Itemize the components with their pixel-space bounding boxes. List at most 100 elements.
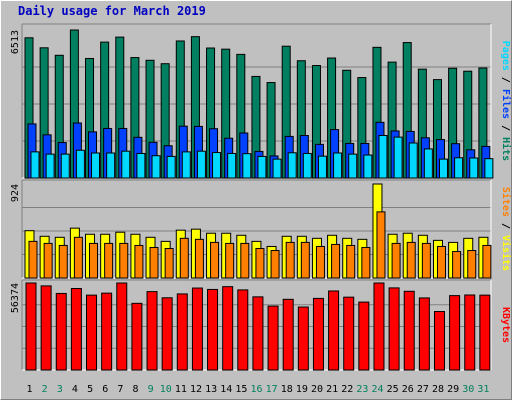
kbytes-bar [207, 288, 219, 371]
sites-bar [149, 246, 159, 279]
sites-bar [346, 244, 356, 279]
chart-bars [24, 29, 494, 371]
sites-bar [43, 242, 53, 279]
sites-bar [376, 211, 386, 279]
legend-separator: / [500, 71, 511, 89]
day-label: 30 [462, 384, 474, 395]
kbytes-bar [373, 282, 385, 371]
pages-bar [227, 152, 237, 179]
sites-bar [73, 236, 83, 279]
day-label: 28 [432, 384, 444, 395]
kbytes-bar [418, 297, 430, 371]
legend-files-label: Files [500, 89, 512, 119]
day-label: 10 [160, 384, 172, 395]
kbytes-bar [343, 296, 355, 371]
pages-bar [212, 152, 222, 179]
kbytes-bar [131, 302, 143, 371]
sites-bar [179, 237, 189, 279]
legend-separator: / [500, 119, 511, 137]
day-label: 5 [87, 384, 93, 395]
day-label: 4 [72, 384, 78, 395]
pages-bar [242, 153, 252, 179]
kbytes-bar [101, 292, 113, 371]
pages-bar [469, 157, 479, 179]
sites-bar [104, 242, 114, 279]
day-label: 11 [175, 384, 187, 395]
pages-bar [302, 152, 312, 179]
day-label: 14 [220, 384, 232, 395]
kbytes-bar [55, 292, 67, 371]
sites-bar [467, 250, 477, 279]
sites-bar [391, 242, 401, 279]
max-value-label: 56374 [10, 283, 21, 313]
legend-hits-panel: Pages / Files / Hits [500, 41, 512, 161]
pages-bar [348, 153, 358, 179]
sites-bar [255, 247, 265, 279]
kbytes-bar [312, 297, 324, 371]
day-label: 17 [266, 384, 278, 395]
max-value-label: 6513 [10, 30, 21, 54]
max-value-label: 924 [10, 184, 21, 202]
day-label: 26 [402, 384, 414, 395]
pages-bar [378, 135, 388, 179]
sites-bar [406, 241, 416, 279]
kbytes-bar [161, 297, 173, 371]
kbytes-bar [433, 311, 445, 371]
pages-bar [45, 153, 55, 179]
day-label: 6 [102, 384, 108, 395]
kbytes-bar [479, 294, 491, 371]
sites-bar [315, 245, 325, 279]
sites-bar [164, 247, 174, 279]
kbytes-bar [40, 285, 52, 371]
day-label: 1 [27, 384, 33, 395]
pages-bar [106, 152, 116, 179]
day-label: 2 [42, 384, 48, 395]
legend-sites-label: Sites [500, 187, 512, 217]
pages-bar [438, 158, 448, 179]
sites-bar [436, 245, 446, 279]
pages-bar [60, 153, 70, 179]
day-label: 23 [356, 384, 368, 395]
sites-bar [119, 242, 129, 279]
sites-bar [285, 241, 295, 279]
day-label: 12 [190, 384, 202, 395]
kbytes-bar [297, 306, 309, 371]
chart-title: Daily usage for March 2019 [18, 4, 206, 18]
pages-bar [91, 152, 101, 179]
pages-bar [287, 152, 297, 179]
day-label: 20 [311, 384, 323, 395]
kbytes-bar [237, 289, 249, 371]
legend-pages-label: Pages [500, 41, 511, 71]
day-label: 29 [447, 384, 459, 395]
sites-bar [194, 238, 204, 279]
sites-bar [28, 240, 38, 279]
sites-bar [58, 244, 68, 279]
pages-bar [196, 150, 206, 179]
kbytes-bar [328, 290, 340, 371]
kbytes-bar [70, 288, 82, 371]
legend-visits-label: Visits [500, 235, 512, 271]
sites-bar [134, 244, 144, 279]
day-label: 21 [326, 384, 338, 395]
day-label: 16 [250, 384, 262, 395]
pages-bar [75, 149, 85, 179]
sites-bar [89, 242, 99, 279]
day-label: 3 [57, 384, 63, 395]
pages-bar [423, 148, 433, 179]
pages-bar [363, 154, 373, 179]
pages-bar [151, 155, 161, 179]
kbytes-bar [403, 290, 415, 371]
kbytes-bar [282, 298, 294, 371]
pages-bar [317, 155, 327, 179]
sites-bar [270, 250, 280, 279]
day-label: 8 [132, 384, 138, 395]
day-label: 19 [296, 384, 308, 395]
sites-bar [225, 242, 235, 279]
legend-kbytes-label: KBytes [500, 307, 511, 343]
pages-bar [166, 155, 176, 179]
day-label: 31 [477, 384, 489, 395]
day-label: 7 [117, 384, 123, 395]
kbytes-bar [86, 294, 98, 371]
sites-bar [331, 243, 341, 279]
